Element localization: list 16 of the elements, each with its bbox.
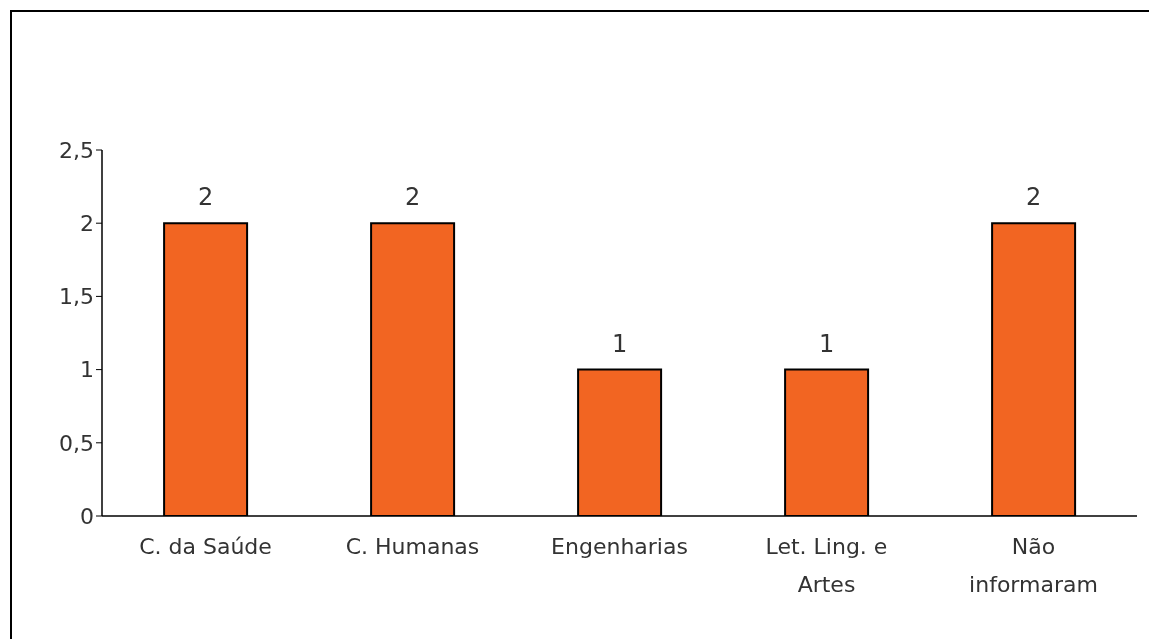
- y-tick-label: 0: [80, 503, 94, 529]
- x-tick-label: C. da Saúde: [139, 534, 272, 559]
- data-label: 1: [818, 329, 835, 358]
- y-tick-label: 1: [80, 357, 94, 383]
- x-tick-label: Não informaram: [969, 534, 1098, 597]
- data-label: 2: [197, 183, 214, 212]
- x-tick-label: Let. Ling. e Artes: [765, 534, 888, 597]
- data-label: 2: [1025, 183, 1042, 212]
- y-tick-label: 2: [80, 211, 94, 237]
- data-label: 1: [611, 329, 628, 358]
- x-tick-label: C. Humanas: [345, 534, 480, 559]
- y-tick-label: 1,5: [59, 284, 94, 310]
- data-label: 2: [404, 183, 421, 212]
- y-tick-label: 0,5: [59, 430, 94, 456]
- x-tick-label: Engenharias: [551, 534, 688, 559]
- y-tick-label: 2,5: [59, 137, 94, 163]
